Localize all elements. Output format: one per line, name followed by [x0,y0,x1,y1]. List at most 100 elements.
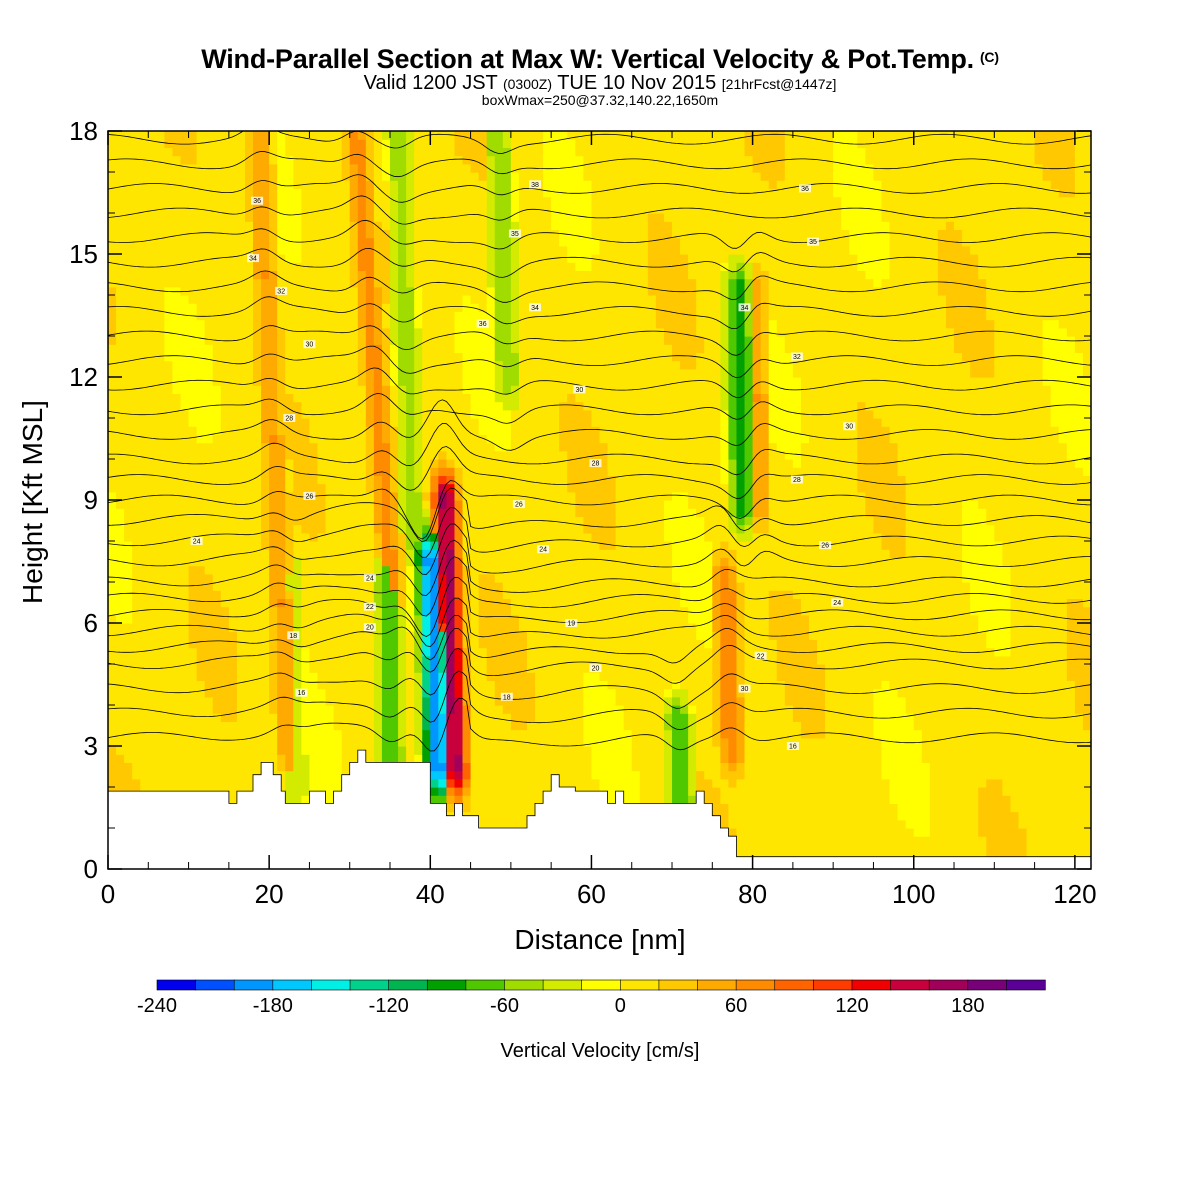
field-cell [510,426,520,435]
field-cell [148,213,157,222]
field-cell [140,623,149,632]
field-cell [446,245,456,255]
field-cell [148,196,157,206]
field-cell [285,664,294,673]
field-cell [228,254,238,263]
field-cell [365,713,375,722]
field-cell [518,254,528,263]
field-cell [212,475,222,485]
field-cell [269,254,278,263]
field-cell [526,467,536,476]
field-cell [510,172,520,181]
field-cell [406,295,415,304]
field-cell [510,762,520,772]
field-cell [422,467,431,476]
field-cell [132,196,141,206]
field-cell [116,631,125,640]
field-cell [220,295,230,304]
field-cell [269,573,278,583]
field-cell [438,639,448,649]
field-cell [269,475,278,485]
field-cell [204,344,214,353]
field-cell [196,582,206,591]
field-cell [228,557,238,567]
field-cell [365,180,375,189]
field-cell [277,491,286,501]
field-cell [269,204,278,214]
field-cell [438,582,448,591]
field-cell [381,360,391,370]
field-cell [116,500,125,509]
field-cell [478,688,488,698]
field-cell [293,565,302,575]
field-cell [253,475,262,485]
field-cell [148,262,157,271]
field-cell [244,623,254,632]
field-cell [116,508,125,517]
field-cell [333,631,343,640]
field-cell [357,475,367,485]
field-cell [462,278,472,288]
field-cell [172,385,182,394]
field-cell [261,360,270,370]
field-cell [124,778,133,788]
field-cell [253,549,262,558]
field-cell [510,147,520,157]
field-cell [180,188,190,198]
field-cell [422,532,431,542]
field-cell [301,680,311,690]
field-cell [269,491,278,501]
field-cell [212,278,222,288]
field-cell [156,385,165,394]
field-cell [494,368,504,378]
field-cell [156,303,165,312]
field-cell [116,746,125,755]
field-cell [543,450,552,460]
field-cell [261,352,270,362]
field-cell [228,713,238,722]
field-cell [277,385,286,394]
field-cell [172,295,182,304]
field-cell [390,409,399,419]
field-cell [293,647,302,657]
field-cell [422,319,431,329]
field-cell [341,459,351,468]
field-cell [140,229,149,239]
field-cell [470,163,480,173]
field-cell [462,180,472,189]
field-cell [244,639,254,649]
field-cell [172,573,182,583]
field-cell [285,483,294,493]
field-cell [196,426,206,435]
field-cell [228,385,238,394]
field-cell [188,737,198,747]
field-cell [373,549,383,558]
field-cell [446,155,456,165]
field-cell [486,795,496,804]
field-cell [277,688,286,698]
field-cell [164,368,174,378]
field-cell [430,180,439,189]
field-cell [438,229,448,239]
field-cell [478,795,488,804]
field-cell [172,229,182,239]
field-cell [454,524,464,534]
field-cell [204,762,214,772]
field-cell [398,196,407,206]
field-cell [373,327,383,337]
field-cell [406,377,415,386]
field-cell [309,705,319,714]
field-cell [551,573,560,583]
field-cell [188,360,198,370]
field-cell [381,139,391,148]
field-cell [381,213,391,222]
field-cell [253,721,262,731]
field-cell [535,204,544,214]
field-cell [220,344,230,353]
field-cell [478,713,488,722]
field-cell [478,516,488,526]
field-cell [422,163,431,173]
field-cell [502,360,512,370]
field-cell [478,557,488,567]
field-cell [414,598,423,608]
